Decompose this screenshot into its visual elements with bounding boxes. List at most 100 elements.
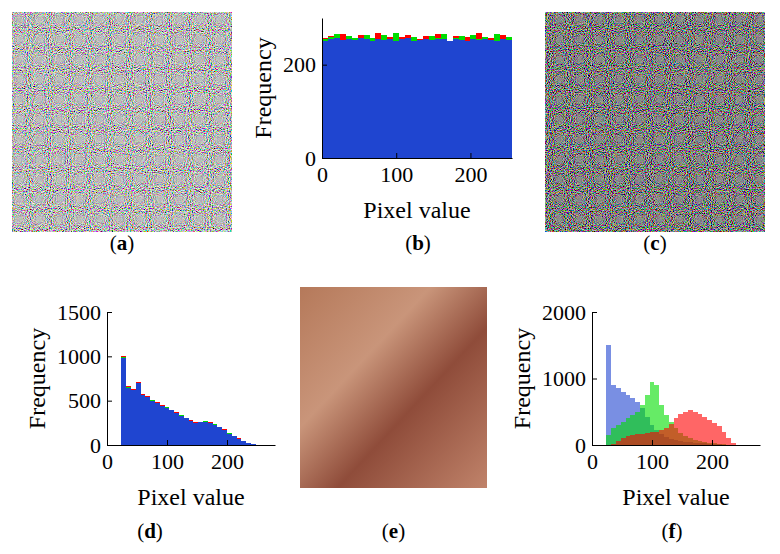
bar xyxy=(155,403,160,445)
bar xyxy=(664,415,669,445)
y-tick: 2000 xyxy=(542,300,597,325)
bar xyxy=(222,430,227,445)
bar xyxy=(203,421,208,445)
bar xyxy=(640,434,645,445)
bar xyxy=(352,40,358,158)
bar xyxy=(405,38,411,158)
bar xyxy=(126,386,131,445)
bar xyxy=(429,40,435,158)
bar xyxy=(237,438,242,445)
bar xyxy=(160,405,165,445)
bar xyxy=(126,388,131,445)
bar xyxy=(237,439,242,445)
panel-label: (c) xyxy=(643,231,666,255)
y-axis-title: Frequency xyxy=(250,37,276,138)
bar xyxy=(494,41,500,158)
bar xyxy=(346,39,352,158)
bar xyxy=(459,39,465,158)
bar xyxy=(165,408,170,445)
bar xyxy=(174,413,179,445)
bar xyxy=(459,36,465,158)
bar xyxy=(506,37,512,158)
bar xyxy=(160,406,165,445)
bar xyxy=(429,41,435,158)
bar xyxy=(621,438,626,445)
bar xyxy=(447,41,453,158)
bar xyxy=(602,445,607,446)
image xyxy=(545,12,765,232)
bar xyxy=(141,394,146,445)
bar xyxy=(381,39,387,158)
bar xyxy=(488,38,494,158)
x-tick-label: 100 xyxy=(151,449,184,474)
y-tick-mark xyxy=(592,312,597,313)
bars xyxy=(322,33,512,158)
bar xyxy=(674,418,679,445)
y-tick: 1000 xyxy=(57,344,112,369)
bar xyxy=(611,444,616,445)
bar xyxy=(417,40,423,158)
bar xyxy=(654,432,659,445)
bar xyxy=(453,38,459,158)
x-tick-label: 100 xyxy=(380,162,413,187)
bar xyxy=(179,415,184,445)
x-tick: 0 xyxy=(587,440,598,474)
bar xyxy=(117,445,122,446)
bar xyxy=(227,433,232,445)
bar xyxy=(184,418,189,445)
bar xyxy=(650,382,655,445)
bar xyxy=(241,441,246,445)
y-tick: 1500 xyxy=(57,300,112,325)
y-tick: 0 xyxy=(575,433,597,458)
bar xyxy=(736,445,741,446)
bar xyxy=(126,387,131,445)
bar xyxy=(364,39,370,158)
bar xyxy=(370,38,376,158)
bar xyxy=(364,38,370,158)
bar xyxy=(193,423,198,445)
bar xyxy=(251,444,256,445)
bar xyxy=(736,445,741,446)
bar xyxy=(381,35,387,158)
series xyxy=(611,410,741,445)
bar xyxy=(150,400,155,445)
bar xyxy=(611,385,616,445)
y-tick: 200 xyxy=(283,52,327,77)
bar xyxy=(198,422,203,445)
bar xyxy=(712,423,717,445)
y-tick-label: 0 xyxy=(575,433,586,458)
bar xyxy=(121,358,126,445)
bar xyxy=(193,423,198,445)
bar xyxy=(208,422,213,445)
bar xyxy=(429,36,435,158)
x-axis-title: Pixel value xyxy=(622,484,729,510)
bar xyxy=(375,33,381,158)
bar xyxy=(155,402,160,445)
bar xyxy=(447,41,453,158)
y-axis: 0200 xyxy=(283,19,327,171)
bar xyxy=(621,422,626,445)
bar xyxy=(112,445,117,446)
bar xyxy=(453,36,459,158)
bar xyxy=(741,445,746,446)
bar xyxy=(659,405,664,445)
bar xyxy=(500,39,506,158)
bar xyxy=(411,37,417,158)
bar xyxy=(698,414,703,445)
bar xyxy=(237,439,242,445)
bar xyxy=(488,40,494,158)
bar xyxy=(174,412,179,445)
bar xyxy=(160,406,165,445)
bar xyxy=(381,40,387,158)
series xyxy=(606,345,736,445)
bar xyxy=(334,34,340,158)
bar xyxy=(626,395,631,445)
bar xyxy=(256,444,261,445)
bar xyxy=(741,445,746,446)
bar xyxy=(179,415,184,445)
y-axis-title: Frequency xyxy=(24,328,50,429)
bar xyxy=(683,412,688,445)
x-axis-line xyxy=(593,445,761,446)
bar xyxy=(334,38,340,158)
bar xyxy=(482,37,488,158)
